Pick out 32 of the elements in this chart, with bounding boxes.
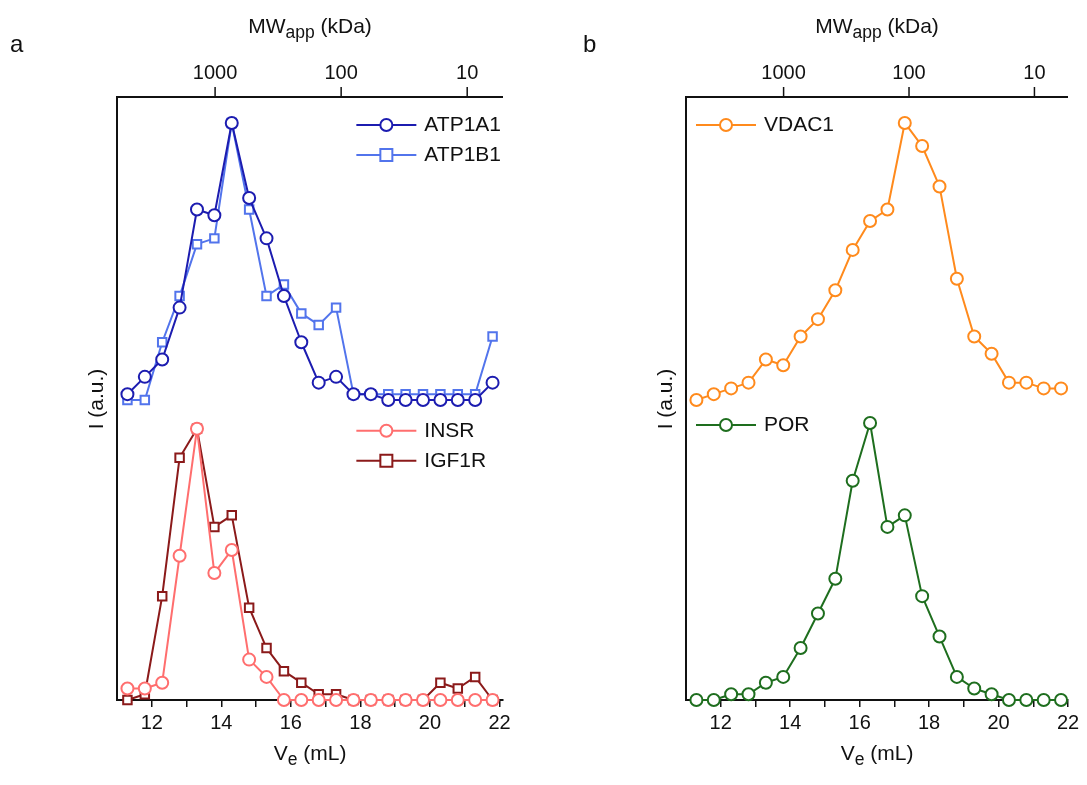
x-tick-label: 14 (779, 710, 802, 733)
x2-axis-title: MW$_{app}$ (kDa) (248, 14, 372, 43)
x-tick-label: 12 (709, 710, 732, 733)
x-tick-label: 16 (848, 710, 871, 733)
x-axis-title: V$_{e}$ (mL) (840, 741, 914, 770)
x2-tick-label: 10 (456, 60, 479, 83)
legend-label: POR (764, 411, 810, 435)
x2-tick-label: 100 (892, 60, 926, 83)
y-axis-title: I (a.u.) (652, 368, 676, 429)
text: b (583, 30, 597, 58)
x2-tick-label: 10 (1023, 60, 1046, 83)
x2-tick-label: 100 (324, 60, 358, 83)
x2-tick-label: 1000 (761, 60, 806, 83)
x-tick-label: 14 (210, 710, 233, 733)
legend-label: ATP1A1 (424, 111, 502, 135)
x-tick-label: 12 (140, 710, 163, 733)
x-tick-label: 18 (349, 710, 372, 733)
text: a (10, 30, 24, 58)
x-tick-label: 16 (279, 710, 302, 733)
x-tick-label: 22 (1056, 710, 1080, 733)
x-tick-label: 18 (917, 710, 941, 733)
legend-label: INSR (424, 417, 475, 441)
legend-label: IGF1R (424, 447, 487, 471)
x-axis-title: V$_{e}$ (mL) (273, 741, 347, 770)
legend-label: ATP1B1 (424, 141, 502, 165)
y-axis-title: I (a.u.) (83, 368, 107, 429)
x2-tick-label: 1000 (192, 60, 238, 83)
legend-label: VDAC1 (764, 111, 835, 135)
x-tick-label: 20 (987, 710, 1010, 733)
x-tick-label: 20 (418, 710, 442, 733)
x-tick-label: 22 (488, 710, 511, 733)
x2-axis-title: MW$_{app}$ (kDa) (815, 14, 939, 43)
